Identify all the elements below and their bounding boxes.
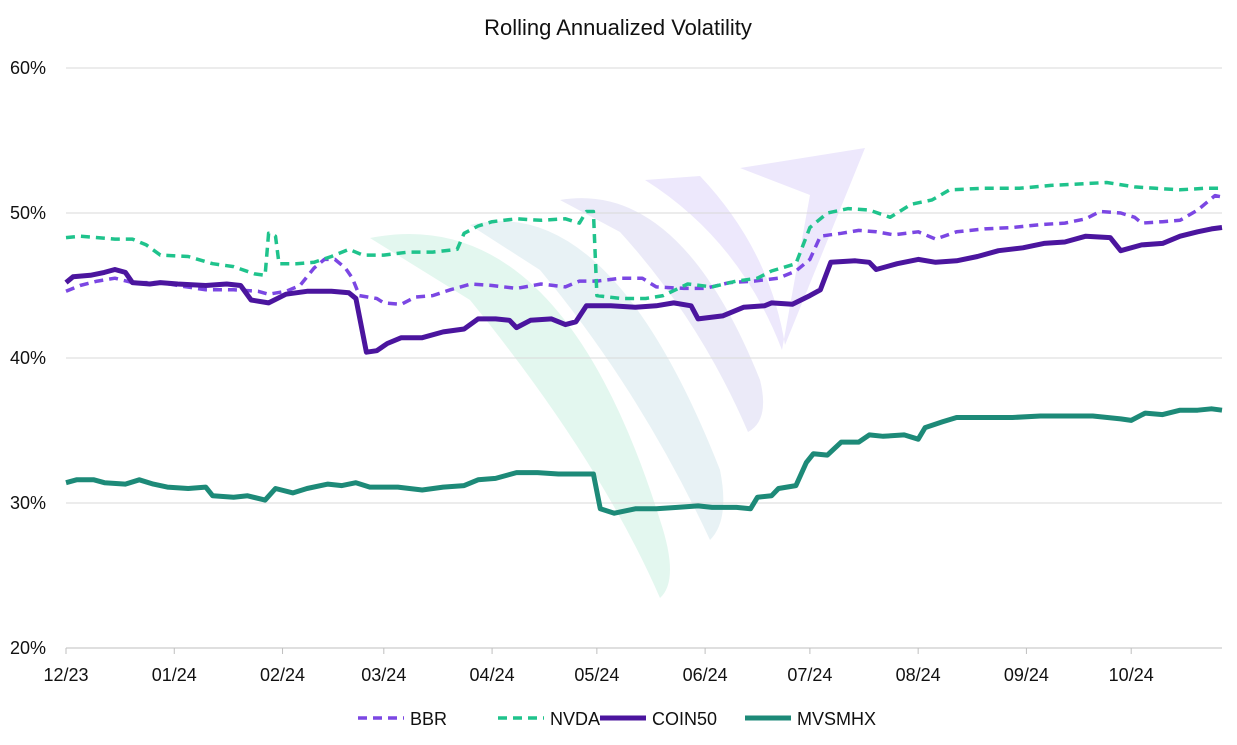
y-tick-label: 30% — [10, 493, 46, 513]
series-line-coin50 — [64, 225, 1223, 355]
y-tick-label: 60% — [10, 58, 46, 78]
x-tick-label: 01/24 — [152, 665, 197, 685]
x-tick-label: 05/24 — [574, 665, 619, 685]
y-tick-label: 40% — [10, 348, 46, 368]
chart-title: Rolling Annualized Volatility — [484, 15, 752, 40]
x-tick-label: 12/23 — [43, 665, 88, 685]
x-tick-label: 08/24 — [896, 665, 941, 685]
gridlines — [66, 67, 1222, 504]
series-line-nvda — [65, 180, 1222, 301]
x-tick-label: 02/24 — [260, 665, 305, 685]
axes: 20% 30% 40% 50% 60% 12/23 01/24 02/24 03/24 04/24… — [10, 58, 1222, 685]
series-lines — [64, 180, 1223, 516]
legend-label-mvsmhx: MVSMHX — [797, 709, 876, 729]
legend: BBR NVDA COIN50 MVSMHX — [358, 709, 876, 729]
x-tick-label: 10/24 — [1109, 665, 1154, 685]
y-tick-label: 20% — [10, 638, 46, 658]
y-tick-label: 50% — [10, 203, 46, 223]
legend-label-bbr: BBR — [410, 709, 447, 729]
series-line-mvsmhx — [65, 406, 1223, 516]
legend-label-coin50: COIN50 — [652, 709, 717, 729]
x-tick-label: 04/24 — [470, 665, 515, 685]
x-tick-label: 09/24 — [1004, 665, 1049, 685]
x-tick-label: 07/24 — [787, 665, 832, 685]
x-tick-label: 06/24 — [683, 665, 728, 685]
series-line-bbr — [65, 193, 1223, 307]
legend-label-nvda: NVDA — [550, 709, 600, 729]
watermark-logo — [370, 148, 865, 598]
x-tick-label: 03/24 — [361, 665, 406, 685]
